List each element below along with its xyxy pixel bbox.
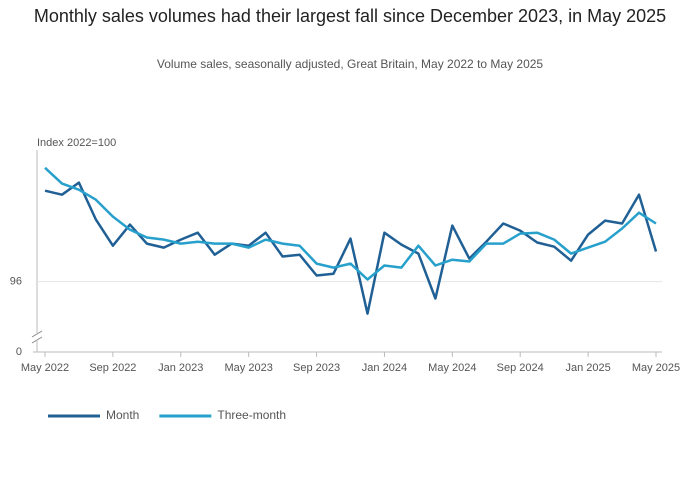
x-tick-label: Jan 2025 [565, 362, 610, 374]
x-tick-label: May 2022 [21, 362, 69, 374]
series-line [44, 166, 657, 281]
x-tick-label: Jan 2023 [158, 362, 203, 374]
x-tick-label: Sep 2023 [293, 362, 340, 374]
y-tick-label: 0 [16, 346, 22, 358]
x-tick-label: May 2024 [428, 362, 476, 374]
series-line [44, 181, 658, 315]
x-tick-label: May 2023 [225, 362, 273, 374]
y-tick-label: 96 [10, 276, 22, 288]
x-tick-label: Sep 2024 [497, 362, 544, 374]
chart-subtitle: Volume sales, seasonally adjusted, Great… [156, 57, 544, 71]
y-axis-label: Index 2022=100 [37, 137, 116, 149]
x-tick-label: Jan 2024 [362, 362, 407, 374]
axis-break [31, 336, 43, 344]
x-tick-label: May 2025 [632, 362, 680, 374]
axis-break [31, 330, 43, 338]
chart-title: Monthly sales volumes had their largest … [33, 6, 667, 26]
x-tick-label: Sep 2022 [89, 362, 136, 374]
legend-label: Month [106, 408, 139, 422]
legend-label: Three-month [217, 408, 286, 422]
axis-break [30, 333, 44, 341]
